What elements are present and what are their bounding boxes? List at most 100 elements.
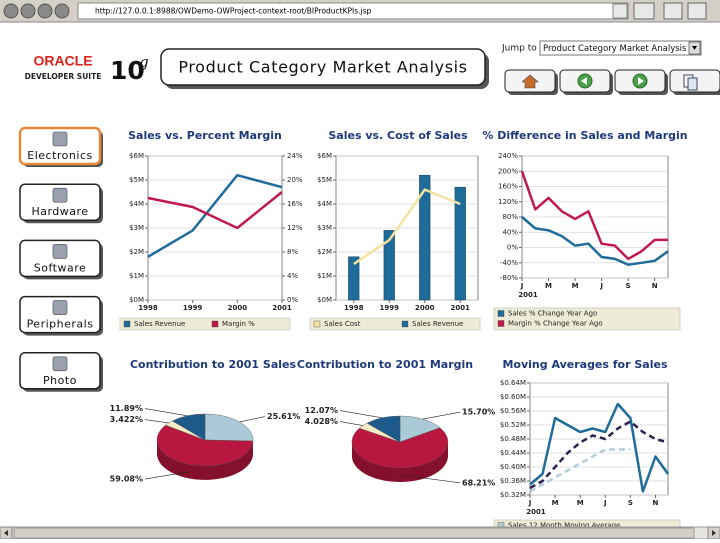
x-tick-label: M	[552, 499, 559, 507]
dropdown-button[interactable]	[612, 3, 628, 19]
legend-swatch	[211, 320, 219, 328]
back-arrow	[581, 77, 587, 85]
y-tick-label: $2M	[129, 248, 144, 256]
line-series	[520, 170, 668, 261]
x-tick-label: 2000	[228, 304, 248, 312]
pie-leader	[339, 410, 383, 419]
y-tick-label: $4M	[317, 200, 332, 208]
chart-title: Contribution to 2001 Margin	[297, 358, 473, 371]
bar	[348, 256, 360, 301]
pie-label: 15.70%	[462, 408, 495, 417]
x-tick-label: 1999	[183, 304, 203, 312]
chart-title: Sales vs. Percent Margin	[128, 129, 282, 142]
legend-swatch	[313, 320, 321, 328]
pie-slice	[351, 427, 449, 469]
y-tick-label: $0.40M	[500, 463, 526, 471]
pie-label: 4.028%	[305, 417, 338, 426]
x-axis-label: 2001	[526, 508, 546, 516]
page-title: Product Category Market Analysis	[178, 58, 467, 77]
y-tick-label: 240%	[498, 152, 518, 160]
pie-leader	[239, 416, 266, 423]
legend-label: Margin % Change Year Ago	[508, 320, 603, 328]
back-button[interactable]	[3, 3, 19, 19]
x-tick-label: 2001	[451, 304, 471, 312]
menu-icon	[52, 131, 68, 147]
jump-select[interactable]	[539, 40, 702, 56]
pie-label: 3.422%	[110, 415, 143, 424]
browser-buttons	[3, 3, 70, 19]
x-tick-label: J	[599, 282, 603, 290]
y-tick-label: $0.56M	[500, 407, 526, 415]
y2-tick-label: 24%	[287, 152, 303, 160]
y2-tick-label: 20%	[287, 176, 303, 184]
legend-label: Sales Revenue	[134, 320, 185, 328]
y-tick-label: 120%	[498, 198, 518, 206]
y-tick-label: $0.60M	[500, 393, 526, 401]
menu-icon	[52, 300, 68, 315]
y-tick-label: $2M	[317, 248, 332, 256]
jump-label: Jump to	[501, 44, 537, 54]
title-box	[160, 48, 486, 86]
pie-slice	[171, 413, 206, 441]
line-series	[529, 420, 669, 490]
pie-label: 12.07%	[305, 406, 338, 415]
legend-swatch	[497, 320, 505, 327]
pie-slice	[204, 413, 254, 442]
pie-leader	[339, 421, 363, 426]
stop-button[interactable]	[54, 3, 70, 19]
scroll-thumb[interactable]	[13, 527, 695, 539]
menu-icon	[52, 356, 68, 372]
category-menu: Electronics Hardware Software Peripherals Ph…	[18, 126, 103, 392]
close-button[interactable]	[687, 2, 707, 20]
forward-button[interactable]	[20, 3, 36, 19]
reload-button[interactable]	[37, 3, 53, 19]
home-icon	[521, 74, 539, 89]
chart-title: % Difference in Sales and Margin	[482, 129, 687, 142]
y2-tick-label: 12%	[287, 224, 303, 232]
pie-label: 59.08%	[110, 475, 143, 484]
pie-slice	[399, 415, 441, 443]
x-tick-label: N	[653, 499, 659, 507]
chart-title: Sales vs. Cost of Sales	[328, 129, 468, 142]
x-tick-label: N	[652, 282, 658, 290]
x-tick-label: 2001	[272, 304, 292, 312]
y-tick-label: $6M	[129, 152, 144, 160]
jump-selected: Product Category Market Analysis	[543, 44, 687, 54]
legend-label: Sales 12 Month Moving Average	[508, 522, 620, 530]
x-tick-label: J	[528, 499, 532, 507]
y-tick-label: $1M	[129, 272, 144, 280]
legend-label: Margin %	[222, 320, 255, 328]
pie-leader	[400, 474, 461, 484]
x-tick-label: S	[626, 282, 631, 290]
forward-arrow	[638, 77, 644, 85]
y-tick-label: $4M	[129, 200, 144, 208]
chart-title: Contribution to 2001 Sales	[130, 358, 297, 371]
y-tick-label: 0%	[507, 244, 518, 252]
search-button[interactable]	[633, 2, 655, 20]
x-tick-label: 2000	[415, 304, 435, 312]
logo-version-letter: g	[139, 53, 149, 71]
logo-brand: ORACLE	[33, 53, 92, 69]
address-bar[interactable]	[77, 2, 629, 20]
legend-label: Sales Cost	[324, 320, 361, 328]
pie-label: 25.61%	[267, 412, 300, 421]
nav-buttons	[504, 69, 720, 95]
x-tick-label: M	[545, 282, 552, 290]
menu-button[interactable]	[663, 2, 683, 20]
menu-label: Photo	[43, 374, 77, 387]
pie-leader	[422, 411, 461, 420]
pie-leader	[144, 471, 190, 480]
menu-label: Peripherals	[27, 318, 94, 331]
menu-icon	[52, 187, 68, 203]
y-tick-label: $0.32M	[500, 491, 526, 499]
x-tick-label: 1999	[380, 304, 400, 312]
y-tick-label: $3M	[317, 224, 332, 232]
legend-swatch	[401, 320, 409, 328]
y-tick-label: $5M	[129, 176, 144, 184]
legend-label: Sales % Change Year Ago	[508, 310, 597, 318]
horizontal-scrollbar	[0, 526, 720, 540]
menu-label: Hardware	[31, 205, 88, 218]
jump-arrow-glyph	[692, 46, 697, 50]
y-tick-label: $0M	[317, 296, 332, 304]
